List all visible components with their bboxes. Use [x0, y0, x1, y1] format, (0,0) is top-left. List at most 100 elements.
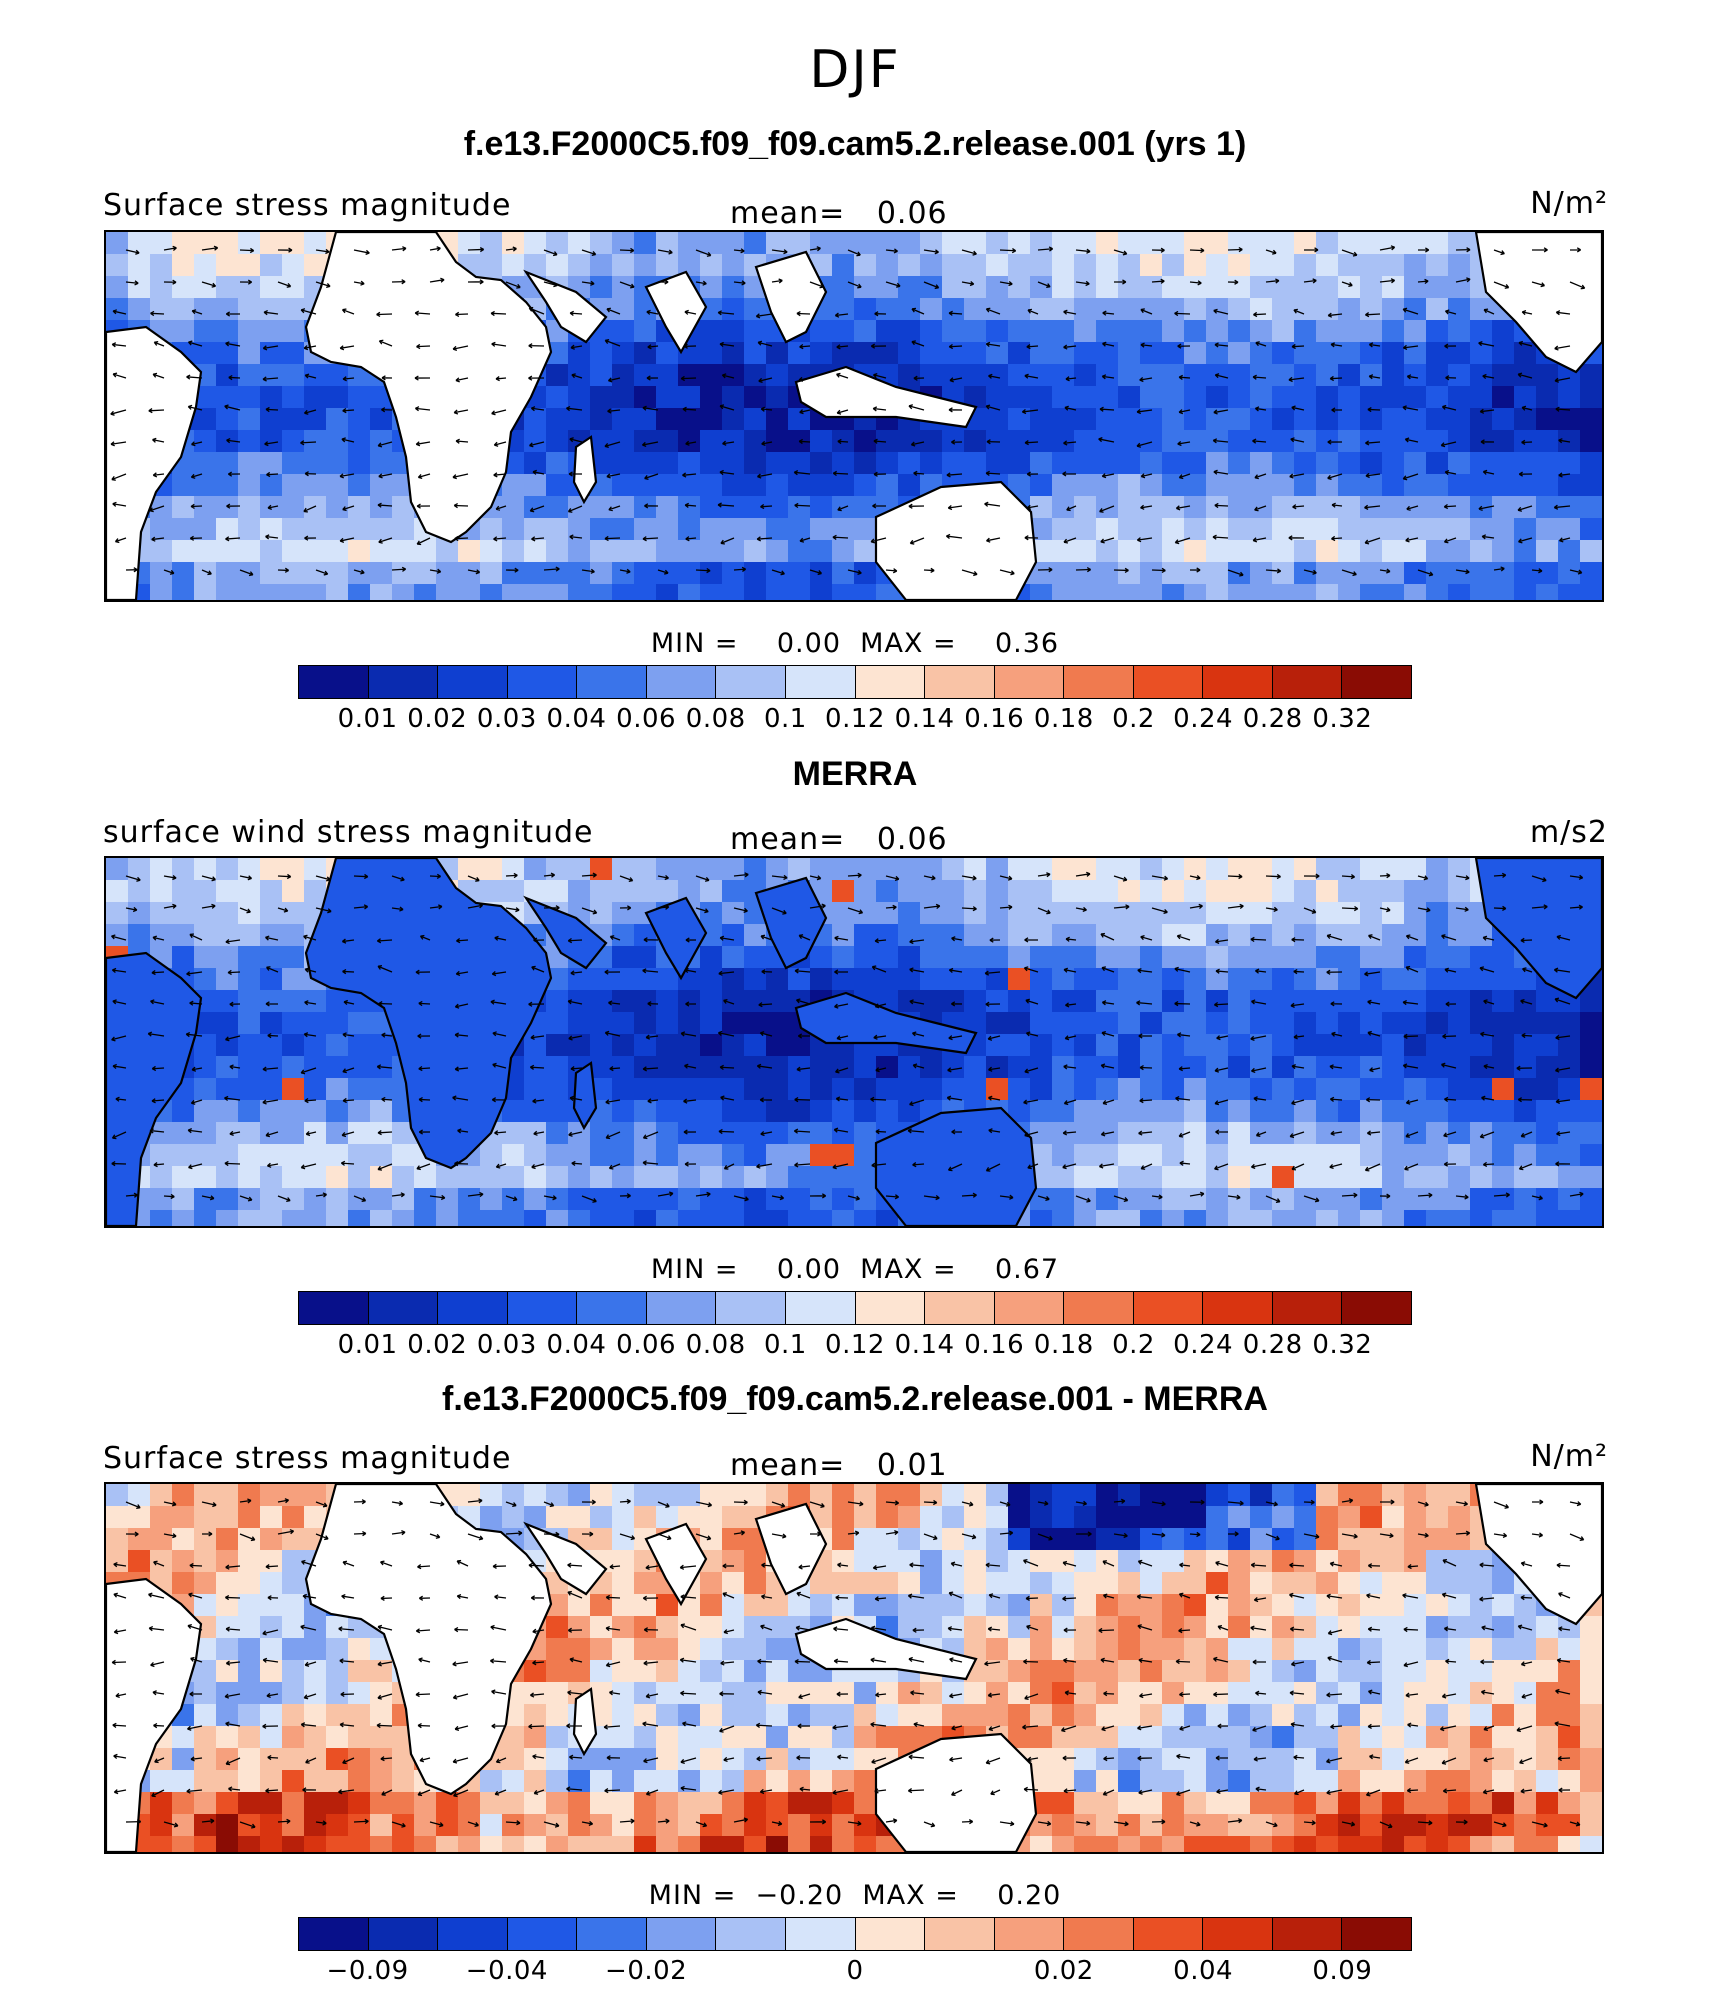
stress-arrow: [1366, 1659, 1381, 1666]
stress-arrow: [680, 375, 697, 382]
field-cell: [1536, 518, 1559, 541]
field-cell: [1316, 1144, 1339, 1167]
field-cell: [326, 1770, 349, 1793]
stress-arrow: [533, 1789, 545, 1795]
stress-arrow: [1455, 1501, 1468, 1507]
land-madag: [572, 1687, 598, 1757]
field-cell: [1558, 1792, 1581, 1815]
stress-arrow: [569, 1754, 583, 1760]
field-cell: [1360, 1210, 1383, 1226]
field-cell: [832, 1572, 855, 1595]
field-cell: [502, 1726, 525, 1749]
stress-arrow: [567, 1627, 583, 1633]
field-cell: [216, 276, 239, 299]
stress-arrow: [1063, 1099, 1077, 1106]
stress-arrow: [797, 1033, 811, 1039]
field-cell: [1184, 1188, 1207, 1211]
field-cell: [326, 584, 349, 600]
field-cell: [1272, 990, 1295, 1013]
field-cell: [216, 1550, 239, 1573]
field-cell: [502, 858, 525, 881]
stress-arrow: [1253, 1096, 1267, 1102]
field-cell: [1426, 946, 1449, 969]
field-cell: [744, 1484, 767, 1507]
field-cell: [942, 298, 965, 321]
field-cell: [1338, 298, 1361, 321]
field-cell: [568, 584, 591, 600]
stress-arrow: [1417, 569, 1434, 577]
field-cell: [1250, 1034, 1273, 1057]
field-cell: [370, 1792, 393, 1815]
field-cell: [1404, 496, 1427, 519]
field-cell: [546, 1836, 569, 1852]
field-cell: [898, 1682, 921, 1705]
field-cell: [1558, 1638, 1581, 1661]
field-cell: [876, 1506, 899, 1529]
field-cell: [1316, 474, 1339, 497]
field-cell: [1272, 342, 1295, 365]
stress-arrow: [1217, 1723, 1229, 1729]
field-cell: [854, 452, 877, 475]
field-cell: [1162, 968, 1185, 991]
field-cell: [238, 1616, 261, 1639]
stress-arrow: [1329, 1096, 1343, 1102]
stress-arrow: [641, 441, 659, 448]
panel-2-map: [104, 856, 1604, 1228]
field-cell: [392, 1144, 415, 1167]
field-cell: [150, 298, 173, 321]
stress-arrow: [1062, 1163, 1077, 1170]
stress-arrow: [265, 406, 279, 413]
field-cell: [370, 1144, 393, 1167]
stress-arrow: [277, 907, 289, 913]
stress-arrow: [760, 934, 773, 941]
field-cell: [392, 1210, 415, 1226]
land-seasia: [754, 876, 828, 970]
stress-arrow: [1060, 1725, 1077, 1733]
stress-arrow: [1558, 537, 1571, 543]
field-cell: [1536, 1792, 1559, 1815]
field-cell: [612, 1638, 635, 1661]
field-cell: [1074, 1814, 1097, 1837]
stress-arrow: [721, 373, 735, 379]
panel-1-minmax: MIN = 0.00 MAX = 0.36: [650, 628, 1060, 659]
field-cell: [612, 1528, 635, 1551]
stress-arrow: [416, 503, 431, 509]
field-cell: [238, 1506, 261, 1529]
stress-arrow: [201, 903, 216, 909]
stress-arrow: [1555, 1161, 1571, 1167]
stress-arrow: [796, 1066, 811, 1072]
field-cell: [1052, 1550, 1075, 1573]
field-cell: [1162, 298, 1185, 321]
stress-arrow: [239, 907, 251, 914]
stress-arrow: [391, 1192, 405, 1198]
field-cell: [1272, 232, 1295, 255]
stress-arrow: [695, 1533, 712, 1541]
field-cell: [920, 342, 943, 365]
field-cell: [590, 1682, 613, 1705]
field-cell: [854, 298, 877, 321]
field-cell: [1536, 1726, 1559, 1749]
field-cell: [1382, 1034, 1405, 1057]
stress-arrow: [1217, 1624, 1229, 1631]
field-cell: [1316, 408, 1339, 431]
field-cell: [634, 1484, 657, 1507]
stress-arrow: [303, 505, 317, 513]
field-cell: [1030, 1726, 1053, 1749]
field-cell: [1360, 1100, 1383, 1123]
field-cell: [436, 1814, 459, 1837]
field-cell: [1338, 320, 1361, 343]
field-cell: [1162, 1188, 1185, 1211]
field-cell: [898, 342, 921, 365]
stress-arrow: [1520, 999, 1533, 1005]
field-cell: [1228, 298, 1251, 321]
stress-arrow: [492, 1563, 507, 1569]
field-cell: [194, 232, 217, 255]
stress-arrow: [1379, 1193, 1391, 1199]
field-cell: [370, 408, 393, 431]
stress-arrow: [1481, 534, 1495, 540]
stress-arrow: [353, 280, 365, 286]
stress-arrow: [999, 569, 1015, 576]
stress-arrow: [642, 536, 659, 542]
field-cell: [1492, 1792, 1515, 1815]
field-cell: [876, 298, 899, 321]
